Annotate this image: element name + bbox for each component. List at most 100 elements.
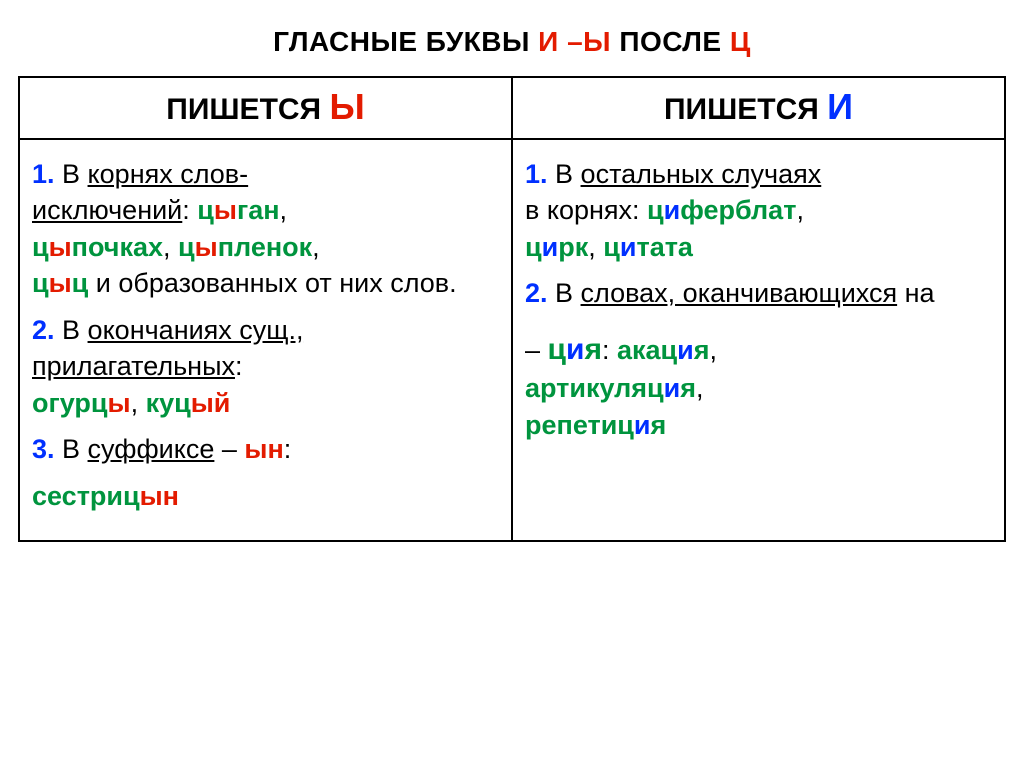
right-rule-1: 1. В остальных случаях в корнях: цифербл… xyxy=(525,156,992,265)
title-red-1: И –Ы xyxy=(538,26,611,57)
w: огурц xyxy=(32,388,108,418)
w: артикуляц xyxy=(525,373,664,403)
w-hl: и xyxy=(542,232,559,262)
left-rule-3-ex: сестрицын xyxy=(32,478,499,514)
w: ц xyxy=(647,195,664,225)
t: В xyxy=(548,159,581,189)
w: акац xyxy=(617,335,677,365)
t-underline: корнях слов- xyxy=(88,159,249,189)
example-word: акация xyxy=(617,335,710,365)
w: почках xyxy=(72,232,163,262)
sep: , xyxy=(588,232,603,262)
t: : xyxy=(602,335,617,365)
w: ц xyxy=(548,333,566,366)
t-underline: остальных случаях xyxy=(581,159,822,189)
example-word: цыпленок xyxy=(178,232,312,262)
title-text-1: ГЛАСНЫЕ БУКВЫ xyxy=(273,26,538,57)
header-left-prefix: ПИШЕТСЯ xyxy=(166,93,329,126)
example-word: куцый xyxy=(146,388,231,418)
w: я xyxy=(694,335,710,365)
sep: , xyxy=(710,335,718,365)
t: – xyxy=(525,335,548,365)
example-word: артикуляция xyxy=(525,373,696,403)
sep: , xyxy=(163,232,178,262)
page-title: ГЛАСНЫЕ БУКВЫ И –Ы ПОСЛЕ Ц xyxy=(18,26,1006,58)
w: тата xyxy=(636,232,692,262)
example-word: цыпочках xyxy=(32,232,163,262)
rule-number: 2. xyxy=(525,278,548,308)
sep: , xyxy=(696,373,704,403)
w: я xyxy=(584,333,602,366)
w: ц xyxy=(525,232,542,262)
t: : xyxy=(182,195,197,225)
example-word: циферблат xyxy=(647,195,796,225)
grammar-poster: ГЛАСНЫЕ БУКВЫ И –Ы ПОСЛЕ Ц ПИШЕТСЯ Ы ПИШ… xyxy=(0,0,1024,768)
t: – xyxy=(214,434,244,464)
rule-number: 1. xyxy=(32,159,55,189)
title-red-2: Ц xyxy=(730,26,751,57)
w: ц xyxy=(32,232,49,262)
t-underline: исключений xyxy=(32,195,182,225)
t: на xyxy=(897,278,934,308)
w: ц xyxy=(603,232,620,262)
w: рк xyxy=(558,232,588,262)
w-hl: ый xyxy=(191,388,231,418)
w: ц xyxy=(72,268,89,298)
cell-rules-i: 1. В остальных случаях в корнях: цифербл… xyxy=(512,139,1005,541)
rule-number: 2. xyxy=(32,315,55,345)
w: ц xyxy=(197,195,214,225)
w-hl: ын xyxy=(140,481,179,511)
left-rule-1: 1. В корнях слов- исключений: цыган, цып… xyxy=(32,156,499,302)
w: куц xyxy=(146,388,191,418)
w-hl: и xyxy=(664,373,681,403)
t: : xyxy=(235,351,243,381)
w: ц xyxy=(178,232,195,262)
title-text-2: ПОСЛЕ xyxy=(611,26,730,57)
example-word: огурцы xyxy=(32,388,131,418)
t: В xyxy=(548,278,581,308)
w: репетиц xyxy=(525,410,634,440)
header-right-letter: И xyxy=(827,86,853,127)
example-word: цитата xyxy=(603,232,693,262)
w: ц xyxy=(32,268,49,298)
rule-number: 1. xyxy=(525,159,548,189)
w-hl: и xyxy=(634,410,651,440)
t: и образованных от них слов. xyxy=(88,268,456,298)
header-left-letter: Ы xyxy=(329,86,364,127)
example-word: сестрицын xyxy=(32,481,179,511)
t: в корнях: xyxy=(525,195,647,225)
w-hl: ы xyxy=(214,195,237,225)
example-word: цыц xyxy=(32,268,88,298)
w-hl: ы xyxy=(49,232,72,262)
t: : xyxy=(284,434,292,464)
suffix: ция xyxy=(548,333,602,366)
w: сестриц xyxy=(32,481,140,511)
w: я xyxy=(680,373,696,403)
header-right-prefix: ПИШЕТСЯ xyxy=(664,93,827,126)
example-word: цирк xyxy=(525,232,588,262)
col-header-i: ПИШЕТСЯ И xyxy=(512,77,1005,139)
w-hl: ы xyxy=(108,388,131,418)
w-hl: и xyxy=(620,232,637,262)
left-rule-3: 3. В суффиксе – ын: xyxy=(32,431,499,467)
sep: , xyxy=(131,388,146,418)
cell-rules-y: 1. В корнях слов- исключений: цыган, цып… xyxy=(19,139,512,541)
suffix-hl: ын xyxy=(244,434,283,464)
w: ферблат xyxy=(680,195,796,225)
example-word: репетиция xyxy=(525,410,666,440)
t-underline: суффиксе xyxy=(88,434,215,464)
sep: , xyxy=(312,232,320,262)
w-hl: ы xyxy=(195,232,218,262)
w: ган xyxy=(237,195,280,225)
left-rule-2: 2. В окончаниях сущ., прилагательных: ог… xyxy=(32,312,499,421)
w-hl: ы xyxy=(49,268,72,298)
t-underline: словах, оканчивающихся xyxy=(581,278,898,308)
right-rule-2: 2. В словах, оканчивающихся на xyxy=(525,275,992,311)
example-word: цыган xyxy=(197,195,279,225)
rules-table: ПИШЕТСЯ Ы ПИШЕТСЯ И 1. В корнях слов- ис… xyxy=(18,76,1006,542)
w-hl: и xyxy=(677,335,694,365)
sep: , xyxy=(796,195,804,225)
t: В xyxy=(55,315,88,345)
t: В xyxy=(55,434,88,464)
w: пленок xyxy=(218,232,312,262)
